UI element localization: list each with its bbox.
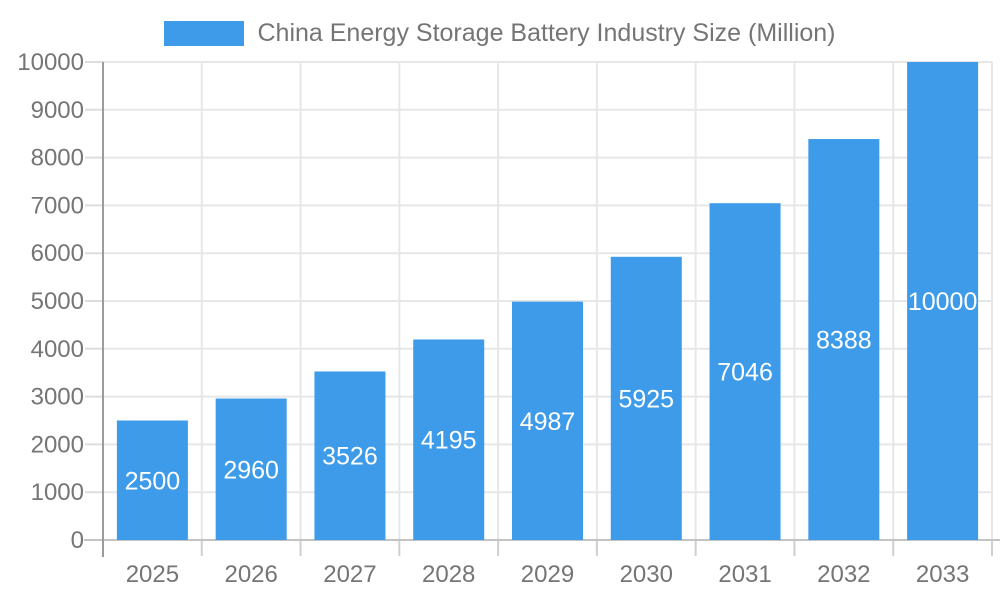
y-tick-label: 3000 xyxy=(31,384,84,411)
bar-value-label: 8388 xyxy=(816,327,872,355)
y-tick-label: 10000 xyxy=(17,49,84,76)
y-tick-label: 1000 xyxy=(31,479,84,506)
bar[interactable] xyxy=(610,256,682,540)
x-tick-label: 2026 xyxy=(224,561,277,588)
bar-value-label: 3526 xyxy=(322,443,378,471)
y-tick-label: 9000 xyxy=(31,97,84,124)
x-tick-label: 2032 xyxy=(817,561,870,588)
x-tick-label: 2030 xyxy=(620,561,673,588)
bar[interactable] xyxy=(314,371,386,540)
y-tick-label: 2000 xyxy=(31,431,84,458)
bar[interactable] xyxy=(413,339,485,540)
bar[interactable] xyxy=(215,398,287,540)
bar-value-label: 4987 xyxy=(520,408,576,436)
y-tick-label: 7000 xyxy=(31,192,84,219)
bar-value-label: 10000 xyxy=(908,288,978,316)
x-tick-label: 2029 xyxy=(521,561,574,588)
legend-swatch xyxy=(164,21,245,46)
y-tick-label: 6000 xyxy=(31,240,84,267)
bar-value-label: 2960 xyxy=(223,456,279,484)
y-tick-label: 5000 xyxy=(31,288,84,315)
x-tick-label: 2027 xyxy=(323,561,376,588)
y-tick-label: 8000 xyxy=(31,145,84,172)
bar[interactable] xyxy=(116,420,188,541)
bar[interactable] xyxy=(808,139,880,541)
bar[interactable] xyxy=(709,203,781,540)
x-tick-label: 2031 xyxy=(718,561,771,588)
bar[interactable] xyxy=(512,301,583,540)
y-tick-label: 4000 xyxy=(31,336,84,363)
x-tick-label: 2025 xyxy=(126,561,179,588)
y-tick-label: 0 xyxy=(71,527,84,554)
legend-item[interactable]: China Energy Storage Battery Industry Si… xyxy=(0,19,1000,48)
bar-value-label: 2500 xyxy=(125,467,181,495)
x-tick-label: 2028 xyxy=(422,561,475,588)
bar-value-label: 4195 xyxy=(421,427,477,455)
bar-value-label: 7046 xyxy=(717,359,773,387)
x-tick-label: 2033 xyxy=(916,561,969,588)
bar[interactable] xyxy=(907,62,979,540)
legend-label: China Energy Storage Battery Industry Si… xyxy=(257,19,836,47)
bar-value-label: 5925 xyxy=(618,385,674,413)
